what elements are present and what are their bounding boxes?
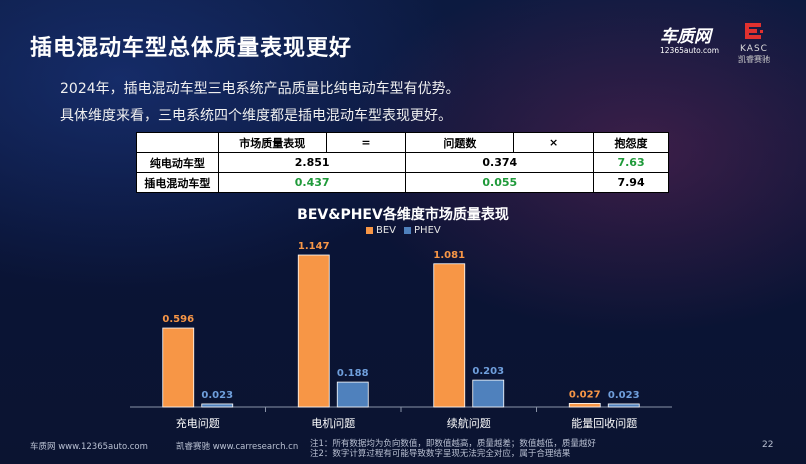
table-header-row: 市场质量表现 = 问题数 × 抱怨度 [136,132,669,153]
kasc-mark-icon [745,23,763,39]
page-title: 插电混动车型总体质量表现更好 [30,36,353,61]
legend-swatch [366,227,373,234]
data-label-phev: 0.023 [608,390,640,401]
chart-legend: BEV PHEV [366,225,449,236]
logo-kasc-main: KASC [740,44,768,54]
data-label-bev: 1.081 [433,250,465,261]
quality-table: 市场质量表现 = 问题数 × 抱怨度 纯电动车型 2.851 0.374 7.6… [136,132,669,193]
bar-bev [568,403,601,408]
legend-swatch [404,227,412,234]
cell-market: 2.851 [217,152,407,173]
table-header-cell: 市场质量表现 [217,132,327,153]
table-header-cell: 问题数 [405,132,515,153]
legend-label: PHEV [414,225,441,236]
page-number: 22 [762,440,774,450]
x-tick-label: 电机问题 [311,416,355,430]
footer-note-2: 注2：数字计算过程有可能导致数字呈现无法完全对应，属于合理结果 [310,449,571,459]
footer-notes: 注1：所有数据均为负向数值，即数值越高，质量越差；数值越低，质量越好 注2：数字… [310,439,596,459]
table-header-cell [136,132,219,153]
summary-line-2: 具体维度来看，三电系统四个维度都是插电混动车型表现更好。 [60,108,452,124]
bar-bev [162,327,195,408]
x-tick-label: 充电问题 [176,416,220,430]
bar-phev [336,381,369,408]
data-label-bev: 0.027 [569,389,601,400]
data-label-phev: 0.023 [201,390,233,401]
logo-12365auto-main: 车质网 [660,27,711,47]
table-row: 纯电动车型 2.851 0.374 7.63 [136,152,669,173]
legend-item-phev: PHEV [404,225,441,236]
footer-source-carresearch: 凯睿赛驰 www.carresearch.cn [176,442,299,452]
table-header-cell: 抱怨度 [593,132,669,153]
bar-phev [472,379,505,408]
chart-title: BEV&PHEV各维度市场质量表现 [297,207,509,223]
data-label-bev: 1.147 [298,241,330,252]
logo-12365auto-sub: 12365auto.com [660,46,720,55]
cell-complaint: 7.63 [593,152,669,173]
table-row: 插电混动车型 0.437 0.055 7.94 [136,172,669,193]
logo-kasc: KASC 凯睿赛驰 [730,22,778,64]
bar-bev [297,254,330,408]
legend-item-bev: BEV [366,225,396,236]
cell-complaint: 7.94 [593,172,669,193]
footer-note-1: 注1：所有数据均为负向数值，即数值越高，质量越差；数值越低，质量越好 [310,439,596,449]
legend-label: BEV [376,225,397,236]
cell-issues: 0.055 [405,172,595,193]
summary-line-1: 2024年，插电混动车型三电系统产品质量比纯电动车型有优势。 [60,81,460,97]
table-header-cell: × [513,132,595,153]
x-tick-label: 续航问题 [447,416,491,430]
cell-market: 0.437 [217,172,407,193]
logo-12365auto: 车质网 12365auto.com [660,28,722,58]
logo-kasc-sub: 凯睿赛驰 [738,55,770,64]
bar-bev [433,263,466,408]
x-tick-label: 能量回收问题 [571,416,637,430]
data-label-phev: 0.203 [472,366,504,377]
bar-phev [607,403,640,408]
data-label-phev: 0.188 [337,368,369,379]
row-label: 纯电动车型 [136,152,219,173]
bar-phev [201,403,234,408]
footer-source-12365: 车质网 www.12365auto.com [30,442,148,452]
data-label-bev: 0.596 [162,314,194,325]
row-label: 插电混动车型 [136,172,219,193]
